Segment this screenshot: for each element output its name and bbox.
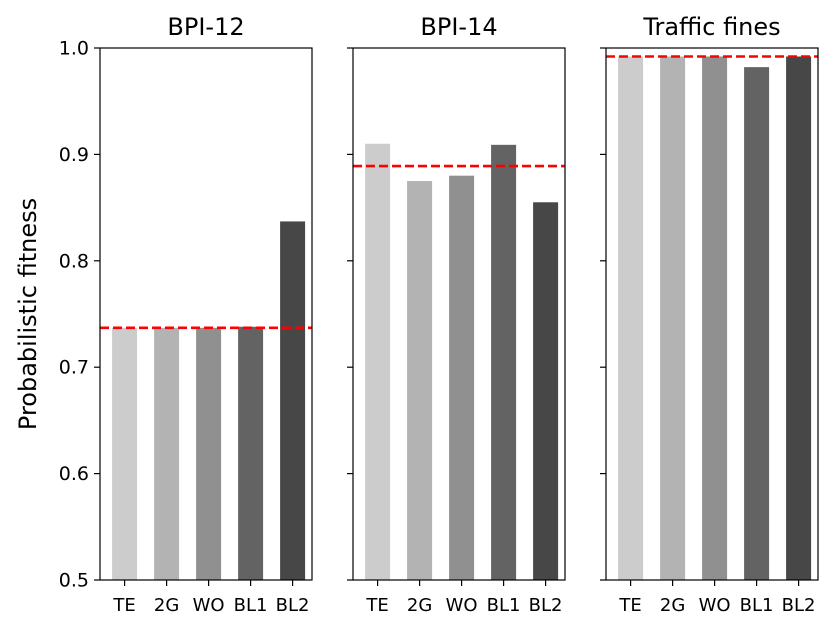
x-tick-label: 2G xyxy=(154,595,179,616)
x-tick-label: BL2 xyxy=(529,595,563,616)
x-tick-label: TE xyxy=(365,595,388,616)
bar-bl2 xyxy=(786,56,812,580)
x-tick-label: BL1 xyxy=(740,595,774,616)
bar-te xyxy=(112,327,138,580)
y-tick-label: 0.9 xyxy=(59,144,89,166)
panel-title: BPI-14 xyxy=(420,13,497,41)
x-tick-label: BL1 xyxy=(487,595,521,616)
panel-title: BPI-12 xyxy=(167,13,244,41)
x-tick-label: WO xyxy=(446,595,478,616)
bar-2g xyxy=(154,327,180,580)
panel-title: Traffic fines xyxy=(642,13,780,41)
y-tick-label: 0.7 xyxy=(59,357,89,379)
x-tick-label: WO xyxy=(699,595,731,616)
x-tick-label: 2G xyxy=(660,595,685,616)
bar-bl1 xyxy=(491,144,517,580)
bar-bl1 xyxy=(744,67,770,581)
bar-2g xyxy=(407,181,433,580)
bar-te xyxy=(365,143,391,580)
y-axis-label: Probabilistic fitness xyxy=(14,198,42,430)
bar-wo xyxy=(702,56,728,580)
panel-2: Traffic fines TE 2G WO BL1 BL2 xyxy=(600,13,819,616)
x-tick-label: BL1 xyxy=(234,595,268,616)
bar-2g xyxy=(660,56,686,580)
bar-bl2 xyxy=(280,221,306,580)
y-tick-label: 0.6 xyxy=(59,463,89,485)
axes-frame xyxy=(99,47,313,581)
bar-bl1 xyxy=(238,326,264,580)
bar-te xyxy=(618,56,644,580)
x-tick-label: TE xyxy=(112,595,135,616)
panel-1: BPI-14 TE 2G WO BL1 BL2 xyxy=(347,13,566,616)
y-tick-label: 0.5 xyxy=(59,570,89,592)
bar-wo xyxy=(196,327,222,580)
x-tick-label: TE xyxy=(618,595,641,616)
x-tick-label: 2G xyxy=(407,595,432,616)
y-tick-label: 0.8 xyxy=(59,250,89,272)
bar-wo xyxy=(449,175,475,580)
axes-frame xyxy=(605,47,819,581)
x-tick-label: WO xyxy=(193,595,225,616)
bar-bl2 xyxy=(533,202,559,580)
y-tick-label: 1.0 xyxy=(59,38,89,60)
x-tick-label: BL2 xyxy=(276,595,310,616)
x-tick-label: BL2 xyxy=(782,595,816,616)
panel-0: BPI-12 0.5 0.6 0.7 0.8 0.9 1.0 TE 2G WO BL1 BL2 xyxy=(59,13,313,616)
axes-frame xyxy=(352,47,566,581)
